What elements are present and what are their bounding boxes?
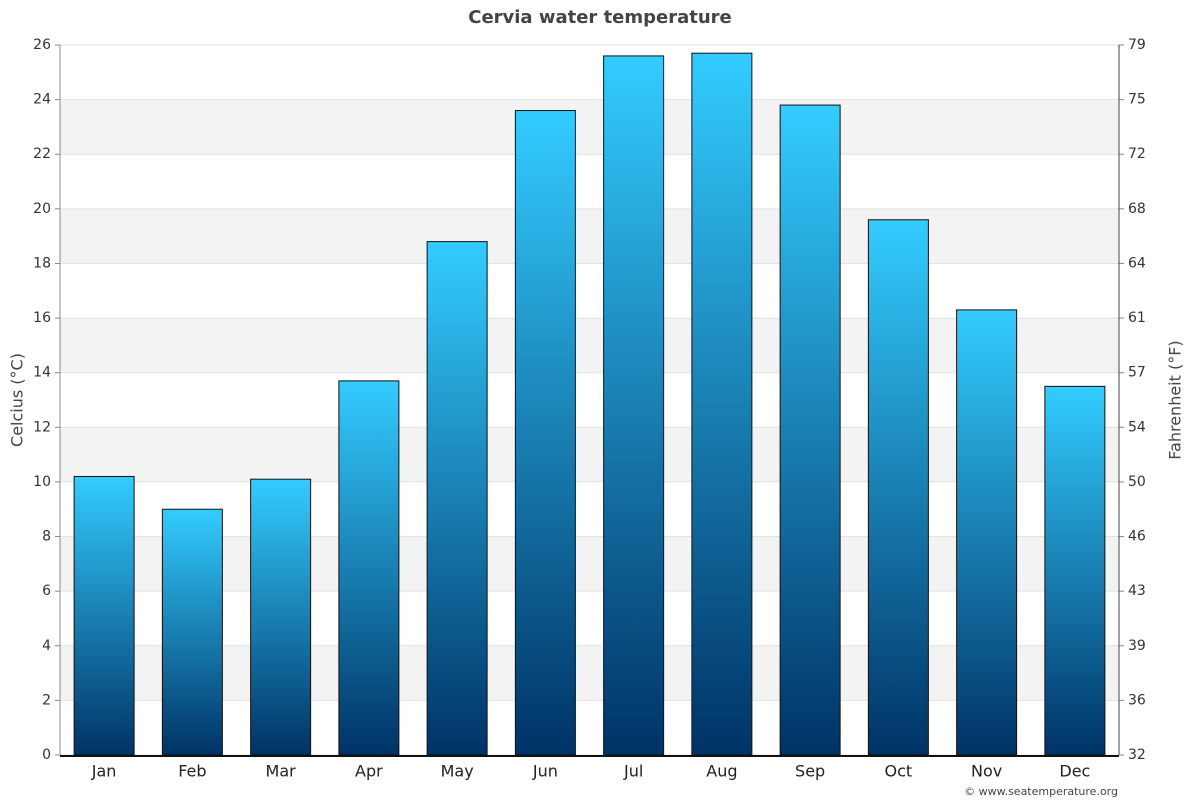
y-tick-label: 20 bbox=[33, 201, 51, 217]
bar bbox=[603, 55, 665, 756]
bar bbox=[779, 104, 841, 756]
y-tick-label: 6 bbox=[42, 583, 51, 599]
bar bbox=[250, 478, 312, 756]
grid-band bbox=[60, 208, 1119, 264]
x-tick-label: Nov bbox=[971, 762, 1002, 781]
y2-tick-label: 75 bbox=[1128, 92, 1146, 108]
grid-band bbox=[60, 318, 1119, 373]
y2-tick-label: 39 bbox=[1128, 638, 1146, 654]
y2-tick-label: 36 bbox=[1128, 692, 1146, 708]
y2-tick-label: 61 bbox=[1128, 310, 1146, 326]
y2-tick-label: 43 bbox=[1128, 583, 1146, 599]
bar bbox=[338, 380, 400, 756]
x-tick-label: Mar bbox=[266, 762, 297, 781]
y-tick-label: 22 bbox=[33, 146, 51, 162]
x-tick-label: Dec bbox=[1059, 762, 1090, 781]
bar bbox=[161, 508, 223, 756]
y2-tick-label: 46 bbox=[1128, 529, 1146, 545]
bar bbox=[691, 52, 753, 756]
x-tick-label: Feb bbox=[178, 762, 206, 781]
x-tick-label: May bbox=[441, 762, 474, 781]
x-tick-label: Jan bbox=[91, 762, 117, 781]
y2-tick-label: 50 bbox=[1128, 474, 1146, 490]
y-tick-label: 10 bbox=[33, 474, 51, 490]
y2-tick-label: 54 bbox=[1128, 419, 1146, 435]
bar bbox=[1044, 385, 1106, 756]
y2-tick-label: 64 bbox=[1128, 255, 1146, 271]
bar bbox=[514, 110, 576, 756]
grid-band bbox=[60, 99, 1119, 155]
x-tick-label: Jun bbox=[532, 762, 558, 781]
y-tick-label: 14 bbox=[33, 365, 51, 381]
x-tick-label: Jul bbox=[623, 762, 643, 781]
y-tick-label: 24 bbox=[33, 92, 51, 108]
y2-tick-label: 68 bbox=[1128, 201, 1146, 217]
y2-tick-label: 57 bbox=[1128, 365, 1146, 381]
y-tick-label: 26 bbox=[33, 37, 51, 53]
y-tick-label: 18 bbox=[33, 255, 51, 271]
x-tick-label: Sep bbox=[795, 762, 825, 781]
x-tick-label: Aug bbox=[706, 762, 737, 781]
y-tick-label: 2 bbox=[42, 692, 51, 708]
bar bbox=[867, 219, 929, 756]
y2-tick-label: 79 bbox=[1128, 37, 1146, 53]
y-axis-label: Celcius (°C) bbox=[8, 353, 27, 447]
grid-band bbox=[60, 427, 1119, 482]
x-tick-label: Apr bbox=[355, 762, 383, 781]
y-tick-label: 8 bbox=[42, 529, 51, 545]
chart-title: Cervia water temperature bbox=[468, 7, 732, 28]
bar bbox=[956, 309, 1018, 756]
credit: © www.seatemperature.org bbox=[964, 785, 1118, 798]
y-tick-label: 16 bbox=[33, 310, 51, 326]
y-tick-label: 0 bbox=[42, 747, 51, 763]
y-tick-label: 12 bbox=[33, 419, 51, 435]
x-tick-label: Oct bbox=[885, 762, 913, 781]
y2-tick-label: 72 bbox=[1128, 146, 1146, 162]
bar bbox=[73, 475, 135, 756]
y2-axis-label: Fahrenheit (°F) bbox=[1166, 340, 1185, 459]
grid-band bbox=[60, 645, 1119, 701]
y2-tick-label: 32 bbox=[1128, 747, 1146, 763]
grid-band bbox=[60, 536, 1119, 592]
bar bbox=[426, 241, 488, 756]
y-tick-label: 4 bbox=[42, 638, 51, 654]
